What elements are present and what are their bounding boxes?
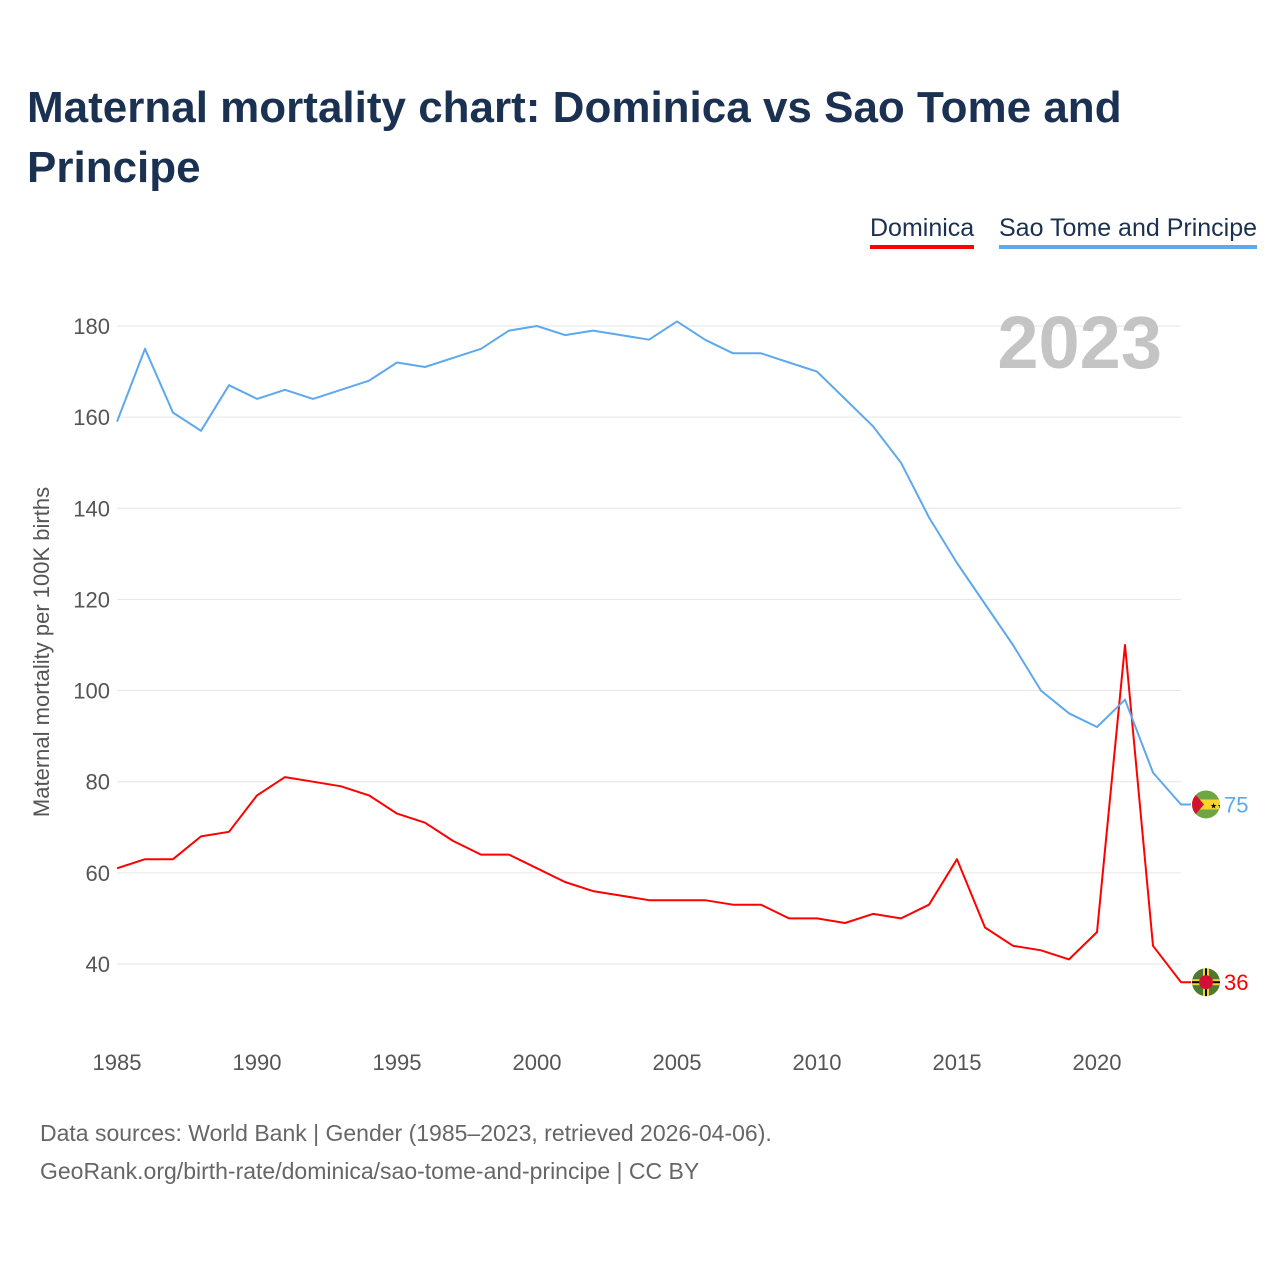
x-tick-label: 2005 (653, 1050, 702, 1075)
series-line-sao-tome (116, 320, 1192, 806)
source-url[interactable]: GeoRank.org/birth-rate/dominica/sao-tome… (40, 1158, 700, 1184)
chart-title: Maternal mortality chart: Dominica vs Sa… (27, 83, 1122, 192)
legend-dominica[interactable]: Dominica (870, 214, 975, 249)
x-tick-label: 2020 (1073, 1050, 1122, 1075)
end-value-label: 75 (1224, 792, 1248, 817)
end-value-label: 36 (1224, 970, 1248, 995)
legend-sao-tome[interactable]: Sao Tome and Principe (999, 214, 1258, 249)
y-tick-label: 40 (86, 952, 110, 977)
x-tick-label: 2000 (513, 1050, 562, 1075)
sao-tome-flag-icon: ★★ (1192, 790, 1224, 819)
y-tick-label: 60 (86, 861, 110, 886)
x-tick-label: 1990 (233, 1050, 282, 1075)
series-line-dominica (116, 644, 1192, 984)
year-label: 2023 (997, 301, 1162, 384)
dominica-flag-icon (1192, 968, 1220, 997)
y-tick-label: 160 (73, 405, 110, 430)
x-tick-label: 1995 (373, 1050, 422, 1075)
x-tick-label: 2010 (793, 1050, 842, 1075)
y-tick-label: 120 (73, 587, 110, 612)
x-tick-label: 1985 (93, 1050, 142, 1075)
y-tick-label: 180 (73, 314, 110, 339)
y-tick-label: 100 (73, 679, 110, 704)
y-tick-label: 80 (86, 770, 110, 795)
source-line: Data sources: World Bank | Gender (1985–… (40, 1120, 772, 1146)
y-tick-label: 140 (73, 496, 110, 521)
svg-text:★★: ★★ (1210, 801, 1224, 810)
x-tick-label: 2015 (933, 1050, 982, 1075)
